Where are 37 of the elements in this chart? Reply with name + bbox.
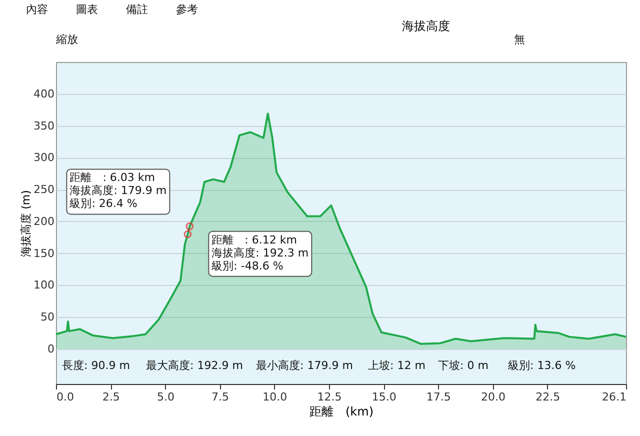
text: 縮放 <box>55 33 78 46</box>
y-tick-label: 200 <box>34 214 54 228</box>
x-tick-label: 15.0 <box>372 390 396 404</box>
text: 圖表 <box>76 3 98 16</box>
annotation: 長度: 90.9 m <box>62 359 130 372</box>
x-tick-label: 26.1 <box>602 390 626 404</box>
x-tick-label: 17.5 <box>426 390 451 404</box>
text: 備註 <box>126 3 148 16</box>
annotation: 最小高度: 179.9 m <box>256 359 353 372</box>
x-tick-label: 22.5 <box>536 390 560 404</box>
x-axis-title: 距離 (km) <box>309 404 374 418</box>
y-tick-label: 0 <box>48 342 54 356</box>
y-tick-label: 250 <box>34 183 54 196</box>
y-tick-label: 100 <box>34 278 54 292</box>
text: 海拔高度 <box>402 19 450 33</box>
annotation: 上坡: 12 m <box>368 359 426 372</box>
x-tick-label: 12.5 <box>317 390 342 404</box>
y-axis-title: 海拔高度 (m) <box>20 190 33 257</box>
x-tick-label: 2.5 <box>102 390 120 404</box>
y-tick-label: 400 <box>34 87 54 100</box>
text: 內容 <box>26 3 48 16</box>
y-tick-label: 150 <box>34 246 54 260</box>
x-tick-label: 7.5 <box>212 390 230 404</box>
y-tick-label: 300 <box>34 151 54 164</box>
annotation: 級別: 13.6 % <box>508 359 576 372</box>
x-tick-label: 10.0 <box>262 390 288 404</box>
annotation: 距離 : 6.12 km 海拔高度: 192.3 m 級別: -48.6 % <box>212 233 309 272</box>
x-tick-label: 20.0 <box>481 390 506 404</box>
text: 參考 <box>176 3 198 16</box>
annotation: 下坡: 0 m <box>438 359 488 372</box>
y-tick-label: 50 <box>40 310 54 324</box>
text: 無 <box>514 33 525 46</box>
x-tick-label: 0.0 <box>56 390 74 404</box>
y-tick-label: 350 <box>34 119 54 132</box>
annotation: 最大高度: 192.9 m <box>146 359 243 372</box>
x-tick-label: 5.0 <box>156 390 174 404</box>
annotation: 距離 : 6.03 km 海拔高度: 179.9 m 級別: 26.4 % <box>70 171 167 210</box>
